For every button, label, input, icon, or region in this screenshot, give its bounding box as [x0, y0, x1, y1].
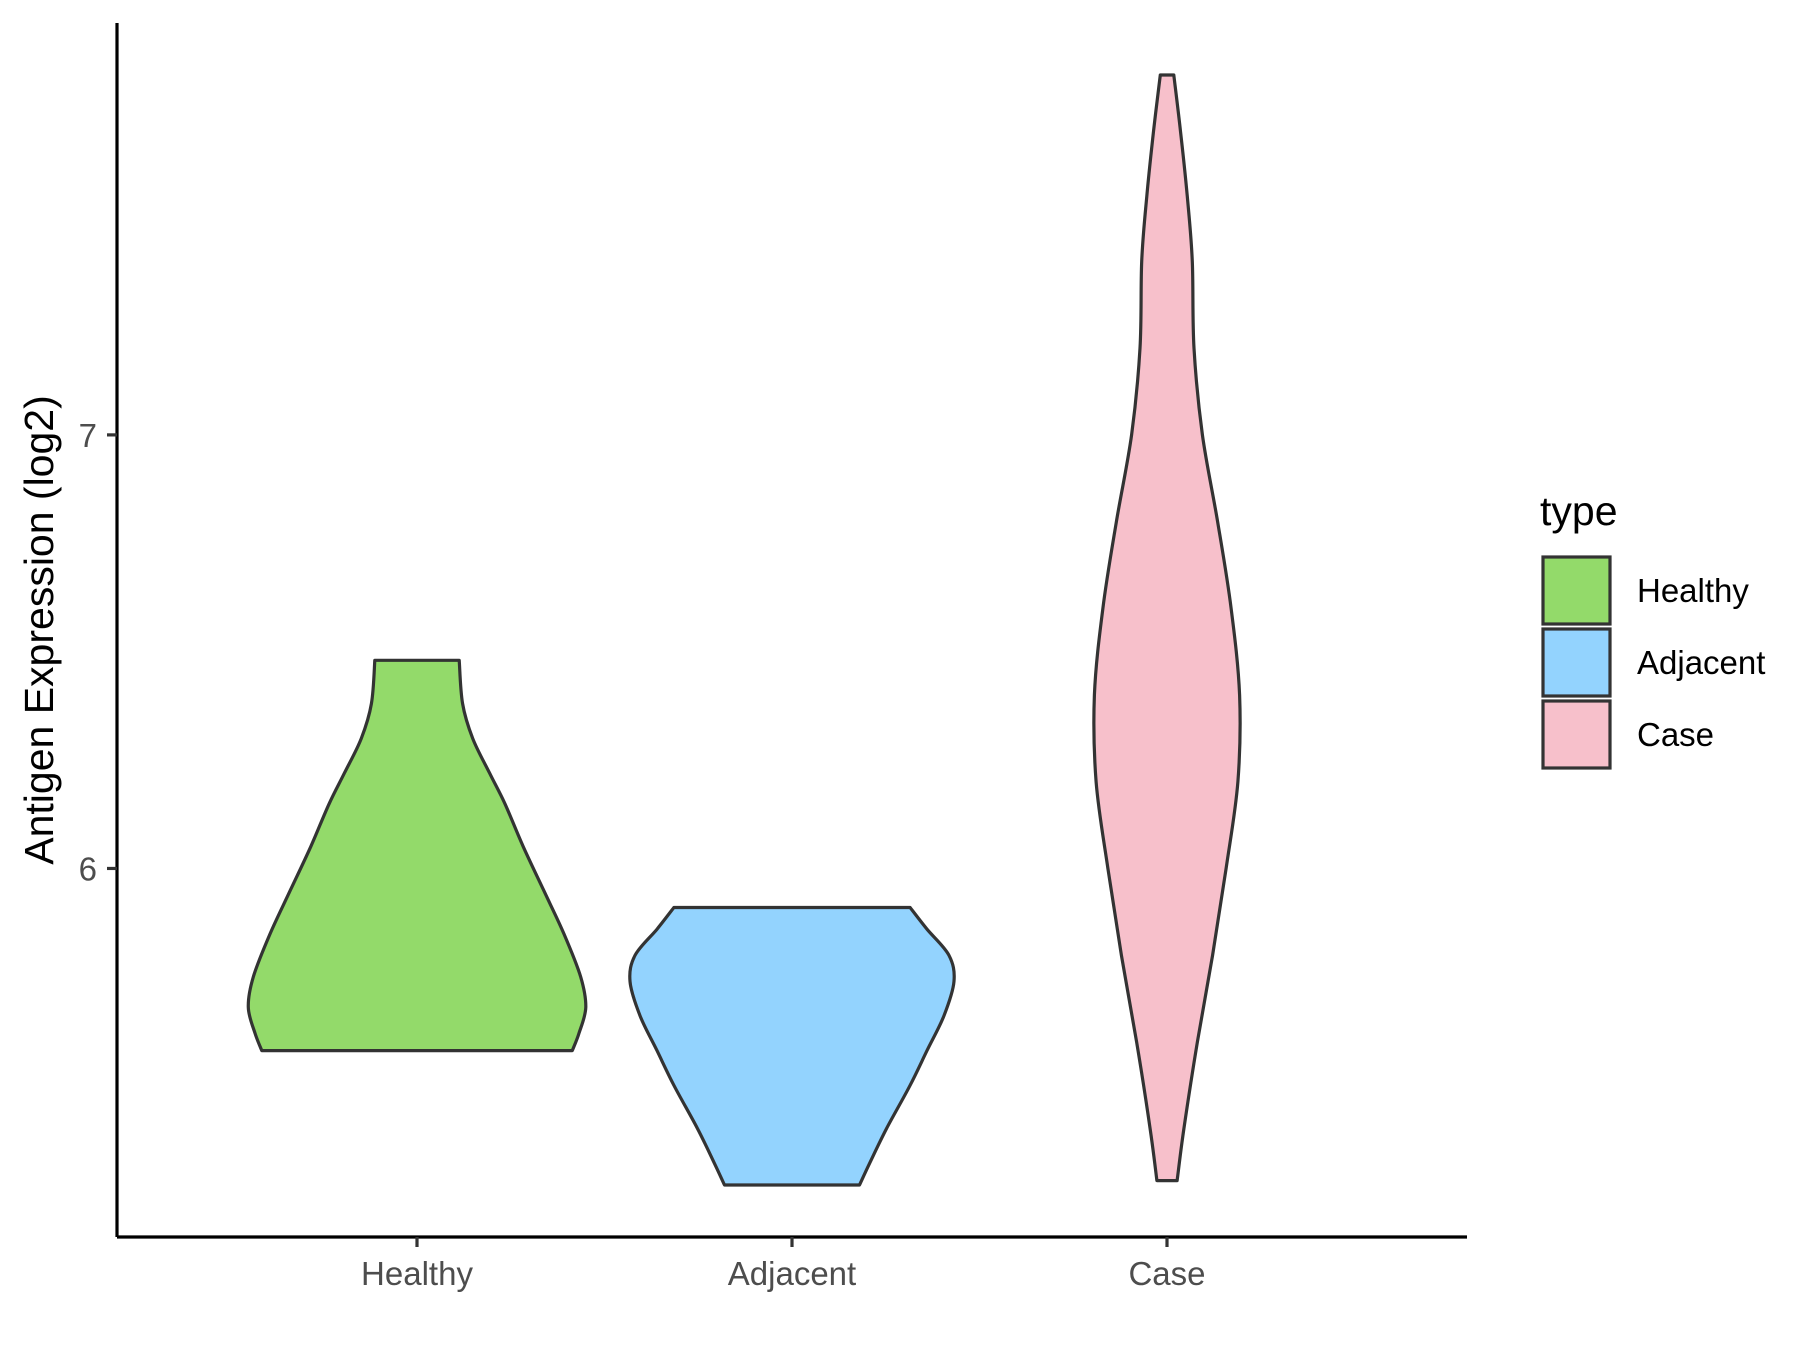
- legend-swatch-adjacent: [1541, 627, 1612, 698]
- legend-title: type: [1540, 488, 1618, 534]
- legend-swatch-healthy: [1541, 555, 1612, 626]
- y-tick-label: 6: [79, 850, 97, 887]
- x-axis-ticks: Healthy Adjacent Case: [361, 1237, 1206, 1292]
- violin-case: [1092, 73, 1242, 1183]
- y-axis-ticks: 67: [79, 417, 117, 887]
- y-tick-label: 7: [79, 417, 97, 454]
- legend-label-healthy: Healthy: [1637, 572, 1749, 609]
- legend-swatch-case: [1541, 699, 1612, 770]
- y-axis-title: Antigen Expression (log2): [16, 395, 62, 864]
- x-tick-label: Adjacent: [728, 1255, 856, 1292]
- x-tick-label: Case: [1128, 1255, 1205, 1292]
- legend: type Healthy Adjacent Case: [1540, 488, 1765, 770]
- violins-layer: [246, 73, 1242, 1187]
- violin-healthy: [246, 658, 588, 1053]
- legend-label-case: Case: [1637, 716, 1714, 753]
- violin-adjacent: [628, 905, 956, 1187]
- legend-label-adjacent: Adjacent: [1637, 644, 1765, 681]
- x-tick-label: Healthy: [361, 1255, 473, 1292]
